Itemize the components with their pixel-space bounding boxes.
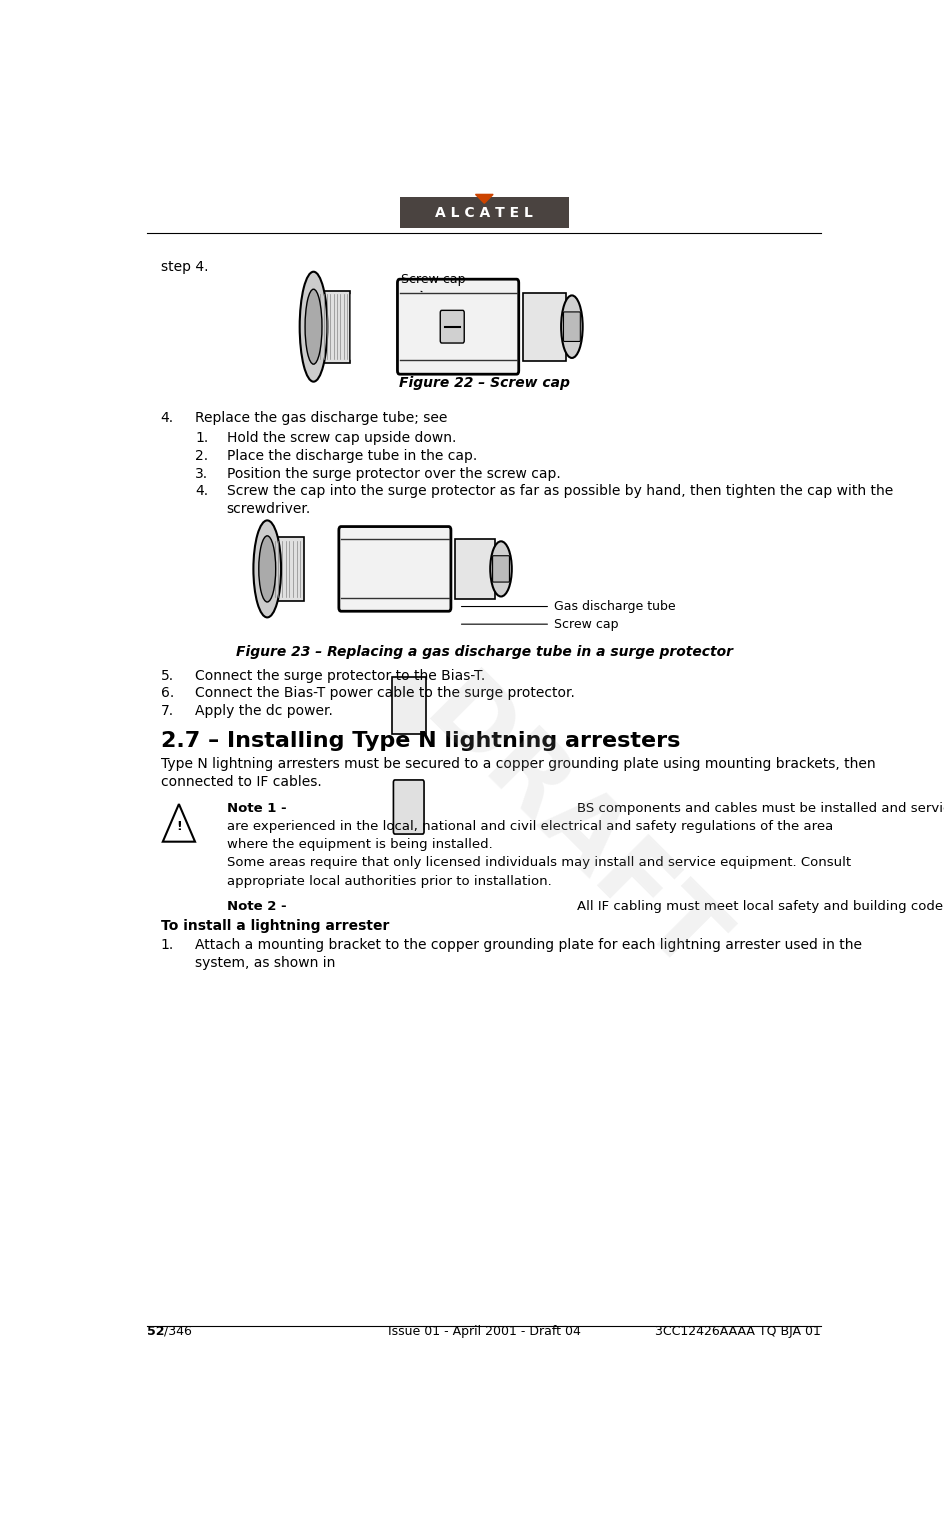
- Text: Type N lightning arresters must be secured to a copper grounding plate using mou: Type N lightning arresters must be secur…: [160, 757, 874, 771]
- FancyBboxPatch shape: [454, 539, 495, 599]
- Text: 4.: 4.: [160, 411, 174, 426]
- Text: connected to IF cables.: connected to IF cables.: [160, 774, 321, 788]
- Text: !: !: [176, 820, 181, 832]
- Text: Figure 22 – Screw cap: Figure 22 – Screw cap: [398, 376, 569, 389]
- Ellipse shape: [305, 289, 322, 363]
- Text: 1.: 1.: [194, 431, 208, 446]
- Text: Position the surge protector over the screw cap.: Position the surge protector over the sc…: [227, 467, 560, 481]
- Text: system, as shown in: system, as shown in: [194, 956, 340, 970]
- FancyBboxPatch shape: [397, 279, 518, 374]
- Text: Issue 01 - April 2001 - Draft 04: Issue 01 - April 2001 - Draft 04: [387, 1325, 581, 1338]
- Text: 3.: 3.: [194, 467, 208, 481]
- Ellipse shape: [299, 272, 327, 382]
- Text: 2.: 2.: [194, 449, 208, 463]
- FancyBboxPatch shape: [392, 678, 425, 734]
- FancyBboxPatch shape: [393, 780, 424, 834]
- FancyBboxPatch shape: [399, 197, 568, 228]
- Text: All IF cabling must meet local safety and building code requirements.: All IF cabling must meet local safety an…: [577, 899, 944, 913]
- FancyBboxPatch shape: [522, 293, 565, 360]
- Text: Gas discharge tube: Gas discharge tube: [553, 600, 675, 612]
- Text: Figure 23 – Replacing a gas discharge tube in a surge protector: Figure 23 – Replacing a gas discharge tu…: [236, 646, 732, 660]
- Text: are experienced in the local, national and civil electrical and safety regulatio: are experienced in the local, national a…: [227, 820, 832, 832]
- Text: where the equipment is being installed.: where the equipment is being installed.: [227, 838, 492, 851]
- Text: Some areas require that only licensed individuals may install and service equipm: Some areas require that only licensed in…: [227, 857, 850, 869]
- FancyBboxPatch shape: [563, 312, 580, 342]
- Ellipse shape: [561, 295, 582, 357]
- Text: 6.: 6.: [160, 687, 174, 701]
- Text: 3CC12426AAAA TQ BJA 01: 3CC12426AAAA TQ BJA 01: [654, 1325, 820, 1338]
- FancyBboxPatch shape: [313, 290, 350, 363]
- Text: Hold the screw cap upside down.: Hold the screw cap upside down.: [227, 431, 455, 446]
- Text: Note 2 -: Note 2 -: [227, 899, 291, 913]
- Text: Replace the gas discharge tube; see: Replace the gas discharge tube; see: [194, 411, 451, 426]
- Text: Attach a mounting bracket to the copper grounding plate for each lightning arres: Attach a mounting bracket to the copper …: [194, 938, 861, 953]
- Text: 52: 52: [147, 1325, 165, 1338]
- Text: BS components and cables must be installed and serviced by trained personnel who: BS components and cables must be install…: [577, 802, 944, 815]
- Text: screwdriver.: screwdriver.: [227, 502, 311, 516]
- Text: /346: /346: [164, 1325, 192, 1338]
- Text: step 4.: step 4.: [160, 260, 208, 273]
- Text: Screw the cap into the surge protector as far as possible by hand, then tighten : Screw the cap into the surge protector a…: [227, 484, 892, 498]
- Text: 4.: 4.: [194, 484, 208, 498]
- Ellipse shape: [259, 536, 276, 602]
- Text: Connect the surge protector to the Bias-T.: Connect the surge protector to the Bias-…: [194, 669, 485, 683]
- FancyBboxPatch shape: [267, 538, 304, 600]
- Text: Connect the Bias-T power cable to the surge protector.: Connect the Bias-T power cable to the su…: [194, 687, 574, 701]
- Text: Screw cap: Screw cap: [400, 272, 464, 286]
- Text: DRAFT: DRAFT: [405, 664, 738, 996]
- FancyBboxPatch shape: [339, 527, 450, 611]
- Text: appropriate local authorities prior to installation.: appropriate local authorities prior to i…: [227, 875, 550, 887]
- Text: Note 1 -: Note 1 -: [227, 802, 291, 815]
- Text: A L C A T E L: A L C A T E L: [435, 206, 532, 220]
- Text: Screw cap: Screw cap: [553, 617, 617, 631]
- Text: 7.: 7.: [160, 704, 174, 718]
- Text: 5.: 5.: [160, 669, 174, 683]
- Text: To install a lightning arrester: To install a lightning arrester: [160, 919, 389, 933]
- Ellipse shape: [490, 541, 512, 597]
- FancyBboxPatch shape: [492, 556, 509, 582]
- Text: Place the discharge tube in the cap.: Place the discharge tube in the cap.: [227, 449, 477, 463]
- Ellipse shape: [253, 521, 280, 617]
- FancyBboxPatch shape: [440, 310, 464, 344]
- Polygon shape: [475, 194, 493, 203]
- Text: 2.7 – Installing Type N lightning arresters: 2.7 – Installing Type N lightning arrest…: [160, 731, 680, 751]
- Text: 1.: 1.: [160, 938, 174, 953]
- Text: Apply the dc power.: Apply the dc power.: [194, 704, 332, 718]
